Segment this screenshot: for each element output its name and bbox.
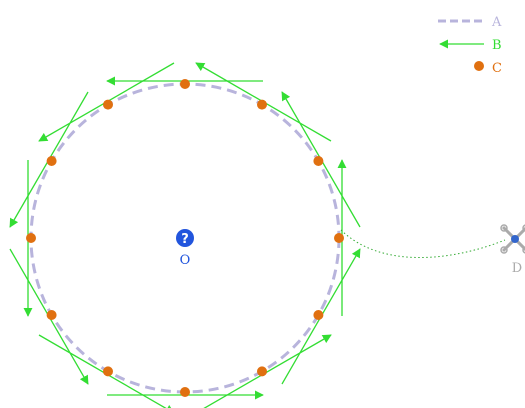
orbit-point bbox=[103, 366, 113, 377]
orbit-point bbox=[334, 233, 344, 243]
drone-path bbox=[340, 229, 506, 258]
legend-b-label: B bbox=[492, 38, 502, 53]
svg-text:?: ? bbox=[181, 232, 189, 247]
center-label: O bbox=[180, 253, 191, 268]
orbit-point bbox=[103, 99, 113, 110]
legend-c-swatch bbox=[474, 61, 484, 71]
orbit-point bbox=[313, 310, 324, 320]
drone-label: D bbox=[512, 261, 522, 276]
orbit-point bbox=[180, 387, 190, 397]
center-question-icon: ? bbox=[176, 229, 194, 247]
orbit-point bbox=[257, 99, 267, 110]
orbit-point bbox=[46, 156, 57, 166]
orbit-point bbox=[257, 366, 267, 377]
orbit-point bbox=[26, 233, 36, 243]
drone-icon bbox=[500, 224, 525, 254]
orbit-point bbox=[313, 156, 324, 166]
legend-a-label: A bbox=[491, 15, 502, 30]
legend: A B C bbox=[438, 15, 502, 76]
orbit-point bbox=[46, 310, 57, 320]
orbit-points bbox=[26, 79, 344, 397]
legend-c-label: C bbox=[492, 61, 502, 76]
orbit-point bbox=[180, 79, 190, 89]
